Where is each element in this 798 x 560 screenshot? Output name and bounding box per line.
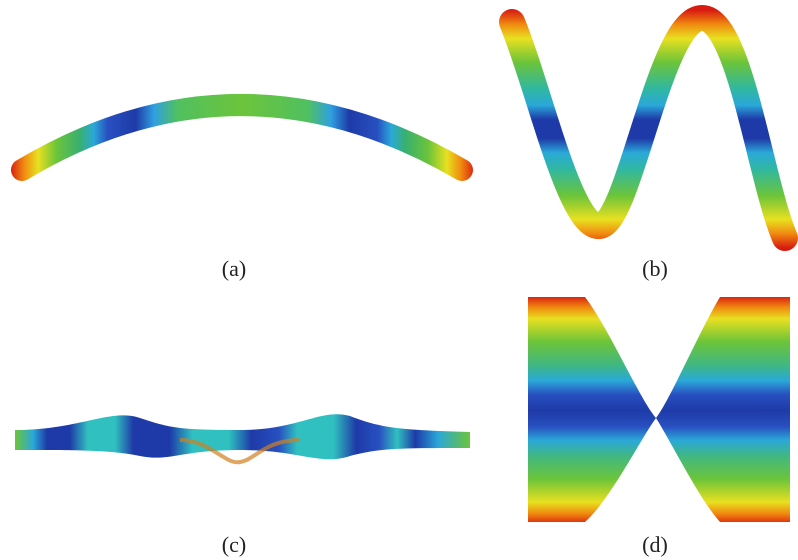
figure: (a) (b) (c) (d) [0, 0, 798, 560]
panel-label: (a) [222, 256, 246, 281]
shape-d-left [528, 297, 656, 522]
shape-b [512, 18, 785, 238]
page: (a) (b) (c) (d) (() => { const data = JS… [0, 0, 798, 560]
panel-label: (c) [222, 532, 246, 557]
shape-c [15, 414, 470, 459]
shape-d-right [656, 297, 790, 522]
shape-a [22, 105, 462, 170]
panel-label: (b) [642, 256, 668, 281]
panel-label: (d) [642, 532, 668, 557]
